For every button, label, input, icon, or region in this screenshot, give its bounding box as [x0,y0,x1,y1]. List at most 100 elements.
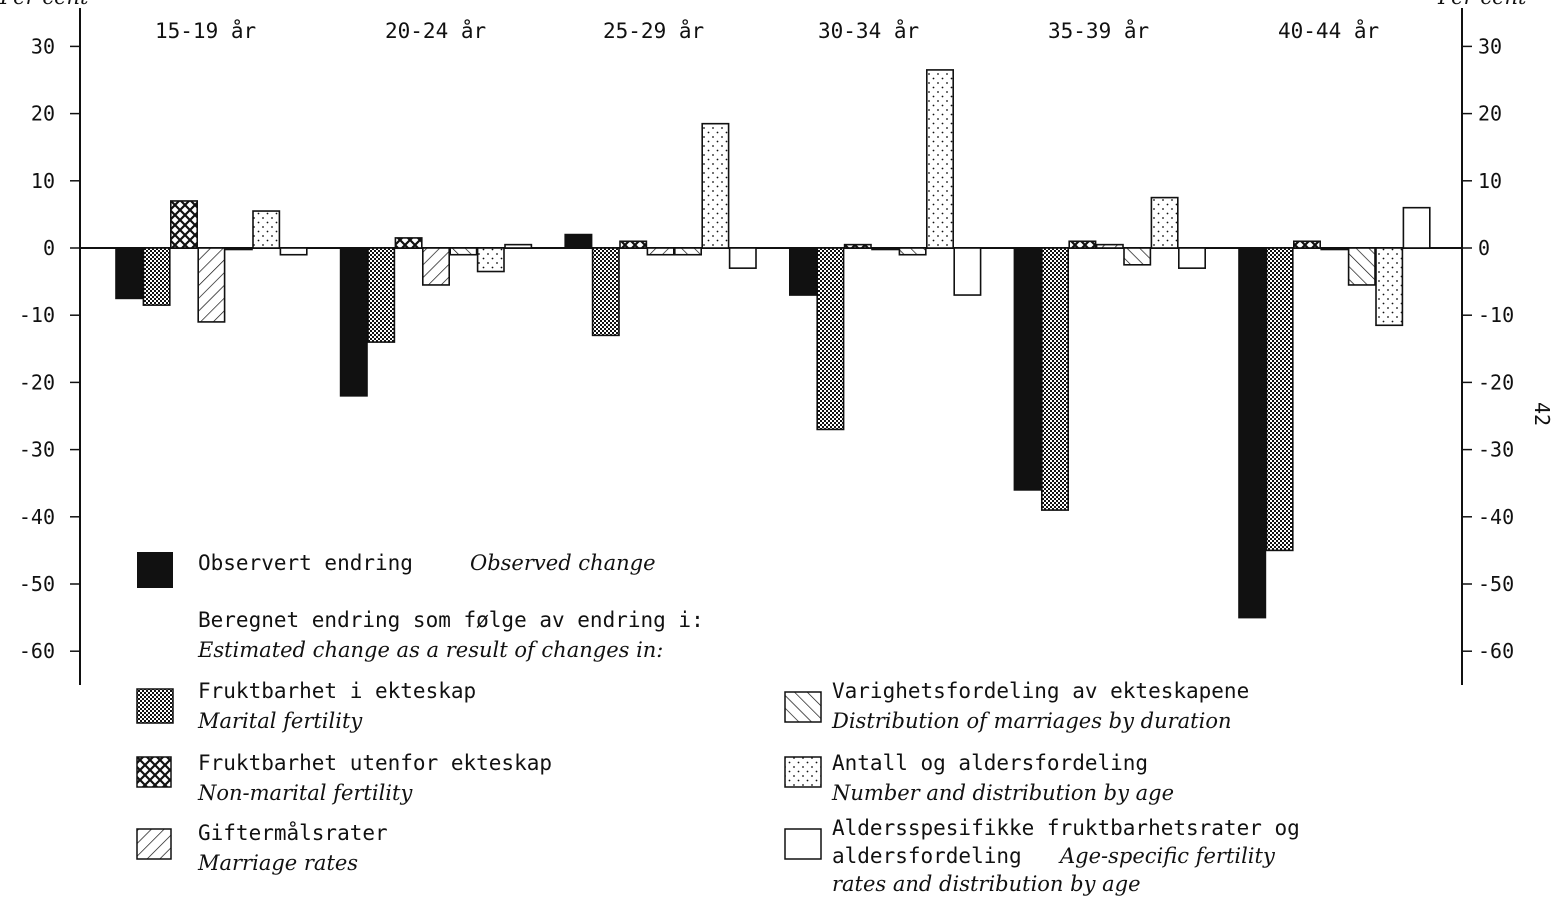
right-axis-ticks: 30 20 10 0 -10 -20 -30 -40 -50 -60 [1462,34,1514,663]
legend-swatch-nonmarital [136,756,172,788]
legend-marriage-no: Giftermålsrater [198,820,388,845]
bar-observed-3 [564,233,593,249]
right-tick-label: 0 [1478,236,1490,260]
legend-observed-no: Observert endring [198,551,413,575]
legend-age-specific-en-line3: rates and distribution by age [832,872,1141,896]
bar-marital-1 [142,247,171,306]
legend-age-specific-no-line1: Aldersspesifikke fruktbarhetsrater og [832,816,1300,840]
legend-duration-no: Varighetsfordeling av ekteskapene [832,679,1249,703]
legend-marital-en: Marital fertility [197,709,363,733]
bar-number_age-1 [252,210,281,249]
bar-observed-1 [115,247,144,300]
right-axis-unit: Per cent [1437,0,1527,9]
group-label-40-44: 40-44 år [1278,18,1379,43]
legend: Observert endring Observed change Beregn… [136,551,1300,896]
bar-observed-4 [788,247,817,296]
page-number: 42 [1530,402,1551,426]
axes [79,8,1463,685]
bar-duration-6 [1347,247,1376,286]
left-tick-label: -30 [19,438,55,462]
left-tick-label: -40 [19,505,55,529]
legend-duration-en: Distribution of marriages by duration [831,709,1231,733]
right-tick-label: 20 [1478,102,1502,126]
group-label-30-34: 30-34 år [818,18,919,43]
legend-swatch-marriage [136,828,172,860]
bar-number_age-5 [1150,196,1179,249]
bar-marital-2 [367,247,396,343]
legend-marriage-en: Marriage rates [197,851,358,875]
group-label-20-24: 20-24 år [385,18,486,43]
left-tick-label: 20 [31,102,55,126]
left-axis-ticks: 30 20 10 0 -10 -20 -30 -40 -50 -60 [19,34,80,663]
legend-swatch-observed [137,552,173,588]
right-tick-label: -30 [1478,438,1514,462]
bar-marital-5 [1041,247,1070,511]
legend-age-specific-no-line2: aldersfordeling [832,844,1022,868]
bar-marital-4 [816,247,845,431]
bar-marital-6 [1265,247,1294,552]
bar-observed-5 [1013,247,1042,491]
left-tick-label: -10 [19,303,55,327]
bar-marriage-6 [1320,247,1349,251]
bar-marriage-3 [646,247,675,256]
legend-swatch-duration [784,691,822,723]
bar-marital-3 [591,247,620,337]
bar-duration-5 [1123,247,1152,266]
bar-age_specific-1 [279,247,308,256]
bars [115,69,1431,619]
left-tick-label: 0 [43,236,55,260]
left-tick-label: -60 [19,639,55,663]
left-tick-label: 10 [31,169,55,193]
bar-age_specific-6 [1402,206,1431,249]
legend-age-specific-en-line2: Age-specific fertility [1058,844,1276,868]
legend-marital-no: Fruktbarhet i ekteskap [198,679,476,703]
legend-observed-en: Observed change [470,551,656,575]
legend-swatch-number-age [784,756,822,788]
bar-duration-3 [673,247,702,256]
left-tick-label: -50 [19,572,55,596]
bar-nonmarital-2 [394,237,423,249]
bar-number_age-4 [925,69,954,249]
legend-heading-en: Estimated change as a result of changes … [197,638,663,662]
bar-marriage-2 [421,247,450,286]
left-tick-label: -20 [19,370,55,394]
bar-duration-2 [449,247,478,256]
bar-number_age-3 [701,122,730,249]
bar-observed-6 [1238,247,1267,619]
bar-duration-4 [898,247,927,256]
bar-age_specific-2 [504,243,533,249]
bar-observed-2 [339,247,368,397]
left-axis-unit: Per cent [0,0,89,9]
bar-nonmarital-1 [170,200,199,249]
bar-age_specific-5 [1178,247,1207,269]
bar-duration-1 [224,247,253,251]
legend-heading-no: Beregnet endring som følge av endring i: [198,608,704,632]
bar-marriage-5 [1095,243,1124,249]
right-tick-label: -20 [1478,370,1514,394]
right-tick-label: -60 [1478,639,1514,663]
right-tick-label: 10 [1478,169,1502,193]
left-tick-label: 30 [31,34,55,58]
bar-nonmarital-6 [1293,240,1322,249]
legend-nonmarital-en: Non-marital fertility [197,781,413,805]
legend-swatch-age-specific [784,828,822,860]
bar-number_age-2 [476,247,505,273]
bar-nonmarital-5 [1068,240,1097,249]
group-label-25-29: 25-29 år [603,18,704,43]
group-label-35-39: 35-39 år [1048,18,1149,43]
bar-marriage-4 [871,247,900,251]
group-label-15-19: 15-19 år [155,18,256,43]
bar-number_age-6 [1375,247,1404,327]
right-tick-label: 30 [1478,34,1502,58]
bar-nonmarital-3 [619,240,648,249]
right-tick-label: -50 [1478,572,1514,596]
legend-nonmarital-no: Fruktbarhet utenfor ekteskap [198,751,552,775]
legend-swatch-marital [136,688,174,724]
right-tick-label: -10 [1478,303,1514,327]
bar-marriage-1 [197,247,226,323]
bar-age_specific-3 [728,247,757,269]
bar-age_specific-4 [953,247,982,296]
legend-number-age-no: Antall og aldersfordeling [832,751,1148,775]
bar-nonmarital-4 [843,243,872,249]
